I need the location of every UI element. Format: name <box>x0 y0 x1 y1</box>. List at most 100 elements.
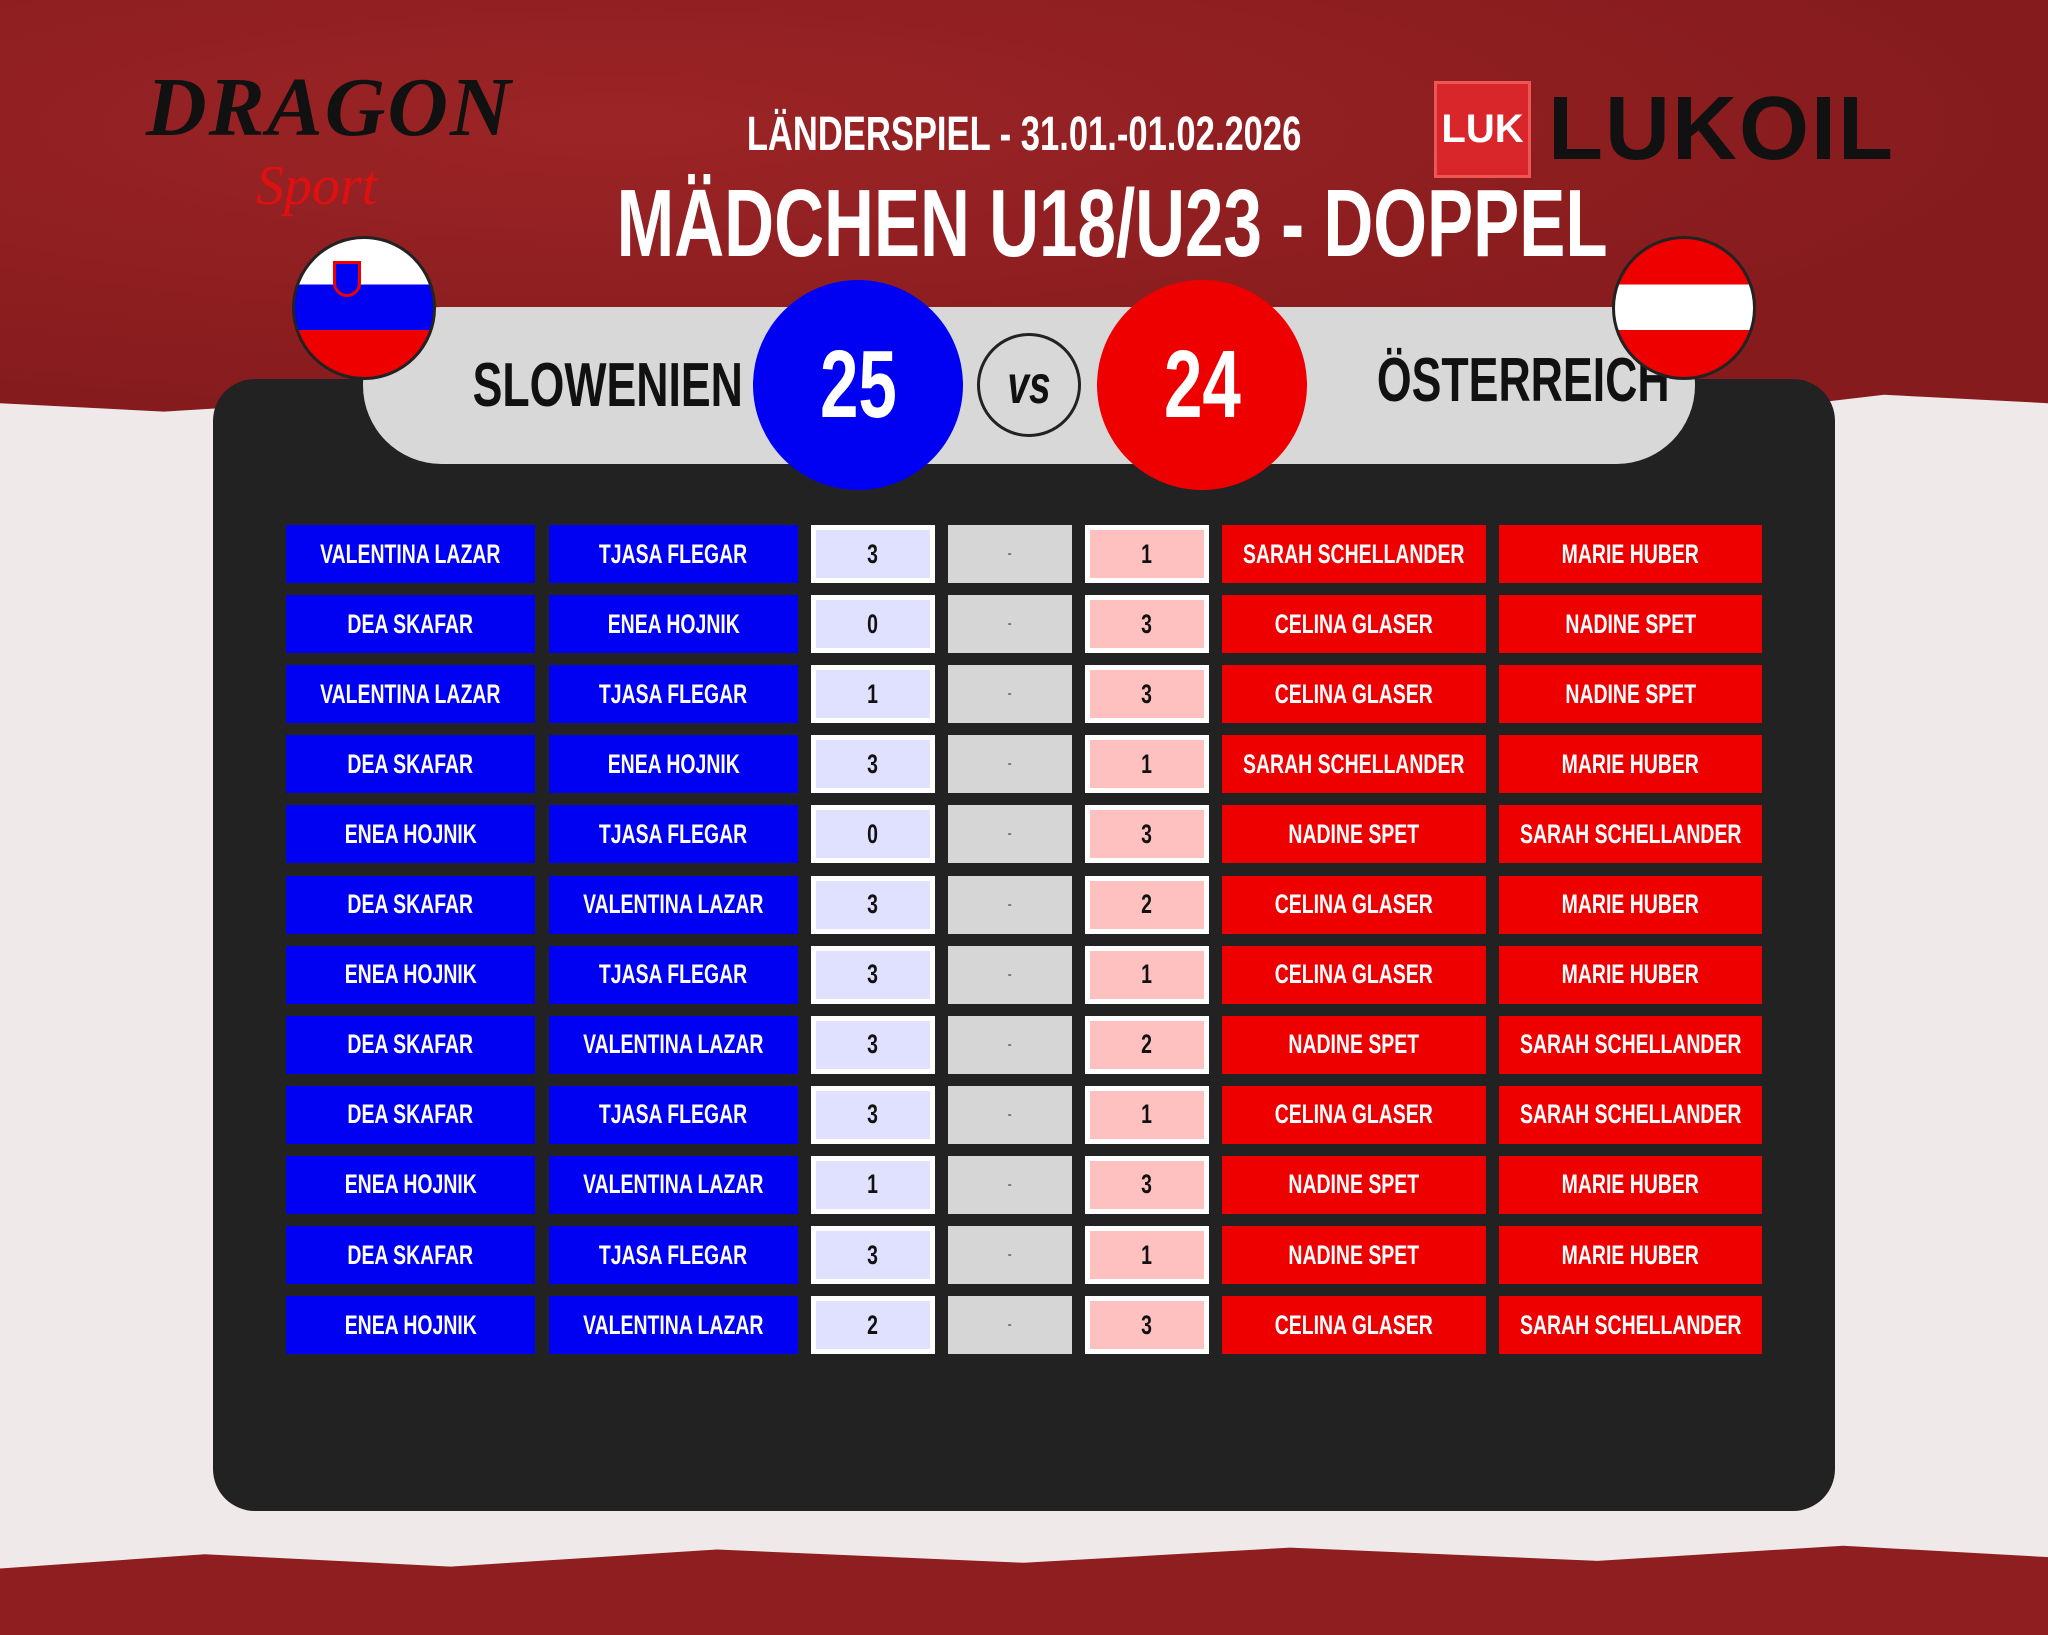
home-player-1-text: DEA SKAFAR <box>347 1029 474 1060</box>
away-game-score-text: 1 <box>1141 959 1153 990</box>
home-player-1: DEA SKAFAR <box>286 735 535 794</box>
away-player-2-text: SARAH SCHELLANDER <box>1519 1029 1742 1060</box>
home-player-1-text: VALENTINA LAZAR <box>320 678 501 709</box>
away-player-2: NADINE SPET <box>1499 665 1762 724</box>
home-player-1: ENEA HOJNIK <box>286 945 535 1004</box>
home-game-score: 3 <box>811 875 935 934</box>
home-game-score-text: 3 <box>867 959 879 990</box>
away-player-2-text: MARIE HUBER <box>1561 1239 1700 1270</box>
home-player-1: VALENTINA LAZAR <box>286 665 535 724</box>
away-player-1: CELINA GLASER <box>1222 945 1486 1004</box>
score-separator-text: - <box>1008 1105 1012 1123</box>
home-player-2-text: ENEA HOJNIK <box>607 748 740 779</box>
away-game-score-text: 1 <box>1141 748 1153 779</box>
home-player-1-text: DEA SKAFAR <box>347 608 474 639</box>
match-row: ENEA HOJNIK TJASA FLEGAR 3 - 1 CELINA GLASER M… <box>0 945 2048 1004</box>
score-separator: - <box>948 805 1072 864</box>
away-player-1-text: CELINA GLASER <box>1274 1099 1434 1130</box>
away-player-2-text: MARIE HUBER <box>1561 748 1700 779</box>
home-player-2: VALENTINA LAZAR <box>549 1296 798 1355</box>
home-team-name: SLOWENIEN <box>472 351 743 420</box>
away-player-1-text: CELINA GLASER <box>1274 608 1434 639</box>
home-player-2: TJASA FLEGAR <box>549 665 798 724</box>
away-game-score-text: 3 <box>1141 608 1153 639</box>
match-row: DEA SKAFAR VALENTINA LAZAR 3 - 2 CELINA GLASE… <box>0 875 2048 934</box>
home-player-1: DEA SKAFAR <box>286 1015 535 1074</box>
away-player-1-text: CELINA GLASER <box>1274 959 1434 990</box>
home-player-2-text: VALENTINA LAZAR <box>583 889 764 919</box>
match-row: VALENTINA LAZAR TJASA FLEGAR 3 - 1 SARAH SCHE… <box>0 525 2048 583</box>
slovenia-flag-icon <box>292 236 436 380</box>
match-row: DEA SKAFAR TJASA FLEGAR 3 - 1 CELINA GLASER SA… <box>0 1085 2048 1144</box>
away-player-2: MARIE HUBER <box>1499 525 1762 583</box>
away-player-2: MARIE HUBER <box>1499 1226 1762 1284</box>
away-game-score: 2 <box>1085 875 1209 934</box>
home-player-2: VALENTINA LAZAR <box>549 1155 798 1214</box>
score-separator: - <box>948 945 1072 1004</box>
home-player-1-text: ENEA HOJNIK <box>344 818 477 849</box>
home-game-score: 3 <box>811 945 935 1004</box>
match-row: DEA SKAFAR ENEA HOJNIK 3 - 1 SARAH SCHELLANDE… <box>0 735 2048 794</box>
away-player-1: SARAH SCHELLANDER <box>1222 525 1486 583</box>
home-player-1-text: DEA SKAFAR <box>347 1239 474 1270</box>
page-title: MÄDCHEN U18/U23 - DOPPEL <box>616 170 1608 277</box>
score-separator: - <box>948 1226 1072 1284</box>
home-game-score: 1 <box>811 1155 935 1214</box>
logo-dragon-word: DRAGON <box>146 61 513 154</box>
home-game-score: 3 <box>811 1015 935 1074</box>
score-separator: - <box>948 1015 1072 1074</box>
away-player-2-text: MARIE HUBER <box>1561 889 1700 919</box>
away-player-2: MARIE HUBER <box>1499 875 1762 934</box>
home-player-1-text: DEA SKAFAR <box>347 889 474 919</box>
score-separator: - <box>948 875 1072 934</box>
dragon-sport-logo: DRAGON Sport <box>146 66 566 226</box>
home-player-2-text: TJASA FLEGAR <box>599 818 748 849</box>
away-player-2-text: MARIE HUBER <box>1561 538 1700 569</box>
away-game-score: 3 <box>1085 665 1209 724</box>
score-separator: - <box>948 595 1072 654</box>
home-player-2-text: TJASA FLEGAR <box>599 678 748 709</box>
home-game-score: 2 <box>811 1296 935 1355</box>
home-game-score: 3 <box>811 1226 935 1284</box>
home-player-2-text: TJASA FLEGAR <box>599 959 748 990</box>
match-row: ENEA HOJNIK TJASA FLEGAR 0 - 3 NADINE SPET SAR… <box>0 805 2048 864</box>
away-game-score-text: 1 <box>1141 1239 1153 1270</box>
home-game-score: 3 <box>811 1085 935 1144</box>
away-player-2-text: SARAH SCHELLANDER <box>1519 1099 1742 1130</box>
away-player-2-text: MARIE HUBER <box>1561 1169 1700 1200</box>
away-game-score: 3 <box>1085 595 1209 654</box>
home-player-1-text: VALENTINA LAZAR <box>320 538 501 569</box>
away-player-2: SARAH SCHELLANDER <box>1499 805 1762 864</box>
away-game-score-text: 3 <box>1141 678 1153 709</box>
home-player-1-text: DEA SKAFAR <box>347 1099 474 1130</box>
home-game-score-text: 0 <box>867 608 879 639</box>
away-game-score: 1 <box>1085 945 1209 1004</box>
score-separator-text: - <box>1008 755 1012 773</box>
home-player-2-text: TJASA FLEGAR <box>599 538 748 569</box>
lukoil-word: LUKOIL <box>1548 79 1895 179</box>
home-player-2: ENEA HOJNIK <box>549 595 798 654</box>
match-row: DEA SKAFAR VALENTINA LAZAR 3 - 2 NADINE SPET S… <box>0 1015 2048 1074</box>
home-player-1: DEA SKAFAR <box>286 1085 535 1144</box>
score-separator: - <box>948 665 1072 724</box>
away-player-1: CELINA GLASER <box>1222 1085 1486 1144</box>
away-player-1-text: NADINE SPET <box>1288 818 1420 849</box>
home-player-1-text: ENEA HOJNIK <box>344 1309 477 1340</box>
away-game-score: 1 <box>1085 1226 1209 1284</box>
score-separator-text: - <box>1008 1035 1012 1053</box>
home-player-1: VALENTINA LAZAR <box>286 525 535 583</box>
home-game-score: 3 <box>811 525 935 583</box>
score-separator-text: - <box>1008 825 1012 843</box>
away-player-1: NADINE SPET <box>1222 805 1486 864</box>
home-game-score-text: 3 <box>867 748 879 779</box>
home-player-1: DEA SKAFAR <box>286 875 535 934</box>
austria-flag-icon <box>1612 236 1756 380</box>
away-player-2-text: SARAH SCHELLANDER <box>1519 818 1742 849</box>
background-bottom <box>0 1545 2048 1635</box>
away-player-1-text: NADINE SPET <box>1288 1029 1420 1060</box>
away-player-1-text: SARAH SCHELLANDER <box>1243 538 1465 569</box>
match-row: ENEA HOJNIK VALENTINA LAZAR 2 - 3 CELINA GLAS… <box>0 1296 2048 1355</box>
away-player-1: NADINE SPET <box>1222 1015 1486 1074</box>
home-game-score-text: 3 <box>867 1099 879 1130</box>
away-game-score: 1 <box>1085 1085 1209 1144</box>
